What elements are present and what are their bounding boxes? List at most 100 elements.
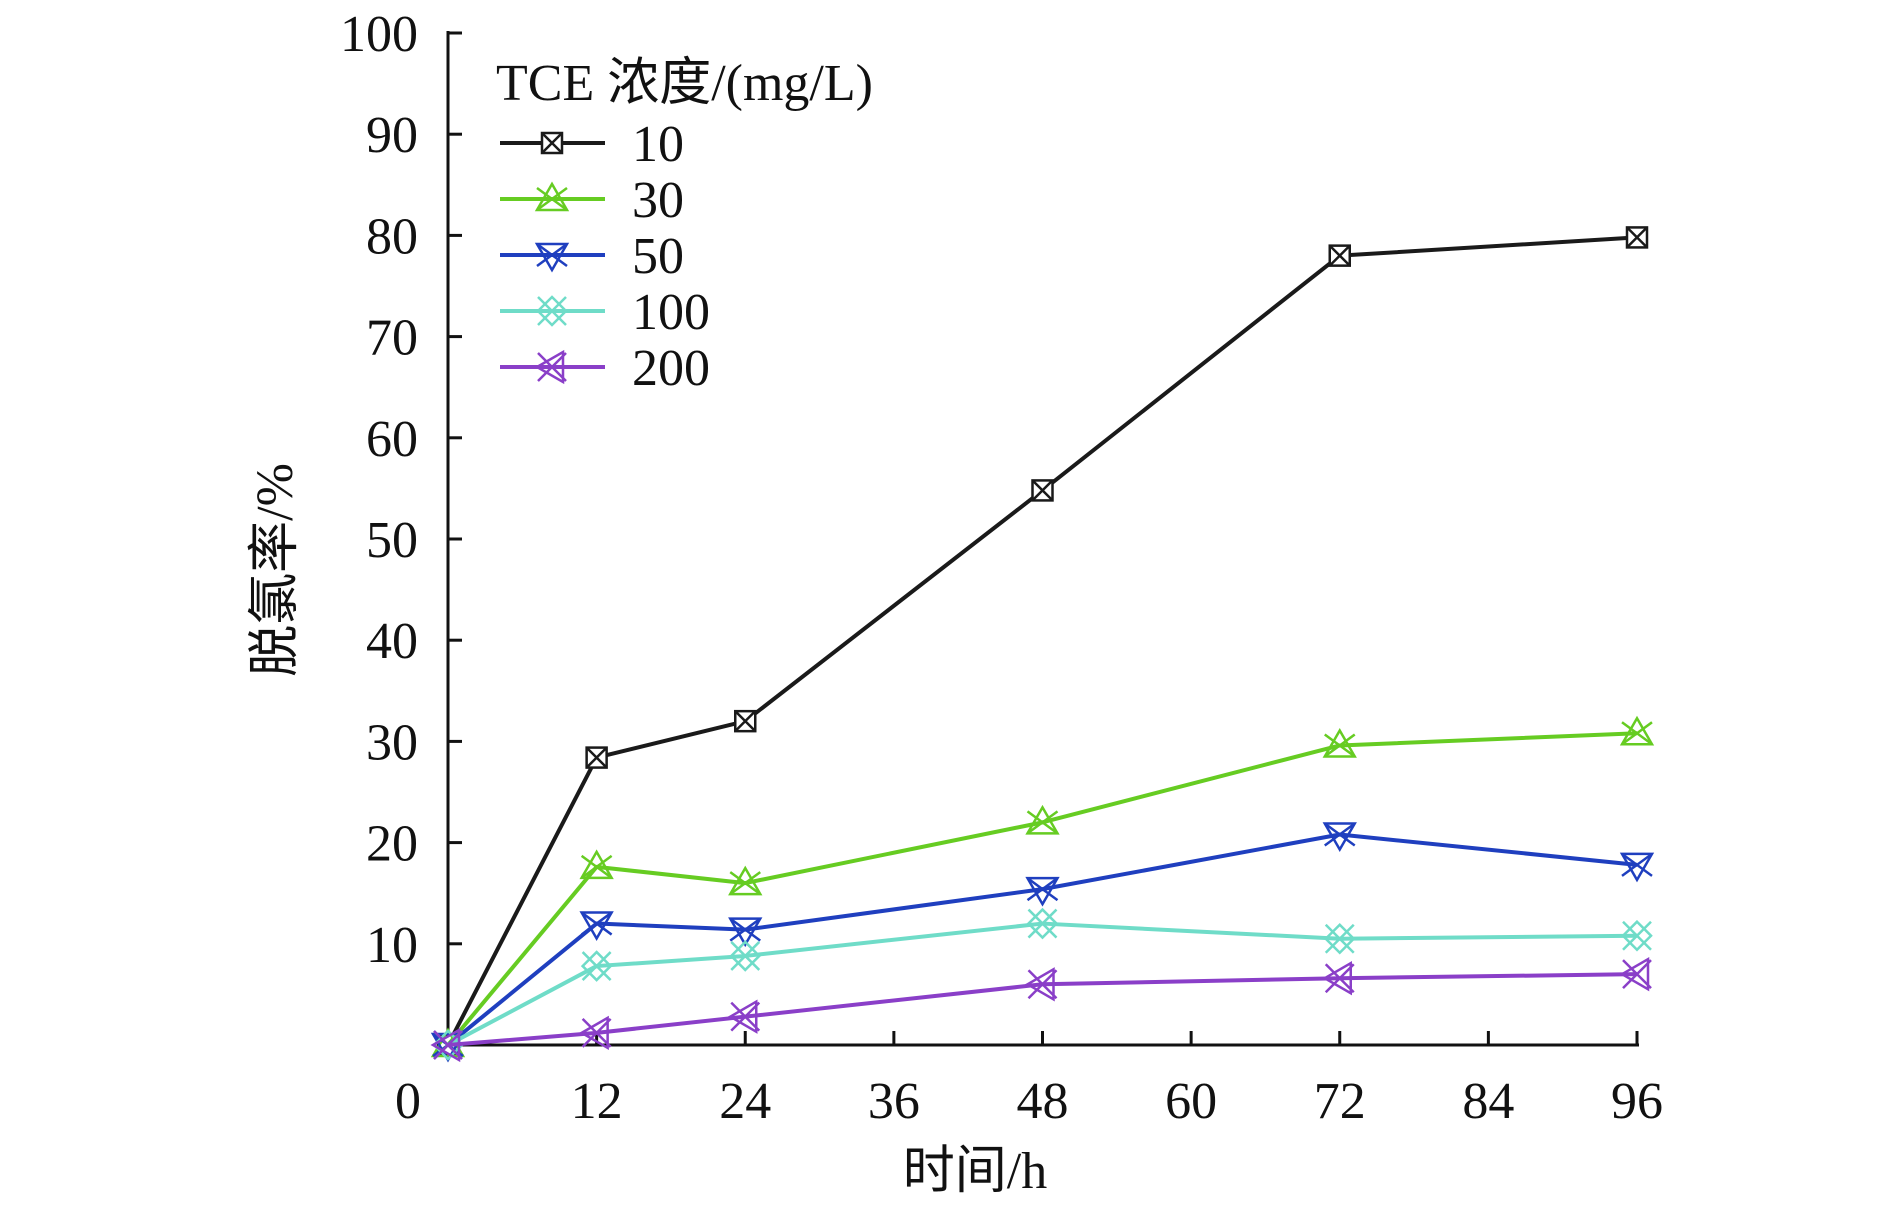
marker-cross — [1027, 908, 1058, 939]
data-point-100-96 — [1621, 919, 1653, 952]
marker-triangle — [727, 999, 758, 1034]
marker-diamond — [1621, 919, 1653, 952]
data-point-200-12 — [579, 1015, 612, 1051]
marker-cross — [537, 296, 567, 326]
marker-cross — [585, 746, 608, 769]
marker-cross — [1324, 733, 1356, 758]
marker-cross — [1622, 920, 1652, 951]
x-tick-label: 72 — [1314, 1073, 1366, 1130]
y-tick-label: 80 — [366, 208, 418, 265]
marker-cross — [1324, 923, 1355, 954]
x-tick-label: 48 — [1017, 1073, 1069, 1130]
y-tick-label: 30 — [366, 714, 418, 771]
marker-triangle — [534, 349, 565, 385]
marker-diamond — [536, 295, 568, 327]
marker-cross — [581, 1017, 612, 1048]
data-point-200-72 — [1322, 961, 1355, 996]
data-point-50-24 — [728, 917, 763, 948]
data-point-10-12 — [585, 746, 608, 769]
marker-triangle — [1025, 804, 1060, 835]
data-point-50-48 — [1025, 876, 1060, 907]
legend-entry-50: 50 — [500, 228, 684, 285]
data-point-200-0 — [430, 1027, 463, 1063]
x-tick-label: 0 — [395, 1073, 421, 1130]
x-axis-title: 时间/h — [903, 1143, 1047, 1200]
data-point-50-72 — [1322, 822, 1357, 853]
legend-marker — [534, 349, 567, 385]
legend-entry-100: 100 — [500, 284, 710, 341]
marker-triangle — [1322, 961, 1352, 996]
series-100 — [432, 907, 1653, 1061]
legend-entry-10: 10 — [500, 116, 684, 173]
marker-cross — [734, 710, 757, 733]
data-point-100-72 — [1323, 922, 1356, 955]
marker-triangle — [579, 911, 614, 942]
y-tick-label: 10 — [366, 917, 418, 974]
y-tick-label: 40 — [366, 613, 418, 670]
data-point-10-24 — [734, 709, 757, 733]
data-point-100-48 — [1026, 907, 1059, 940]
data-point-30-48 — [1025, 804, 1060, 835]
axes: 0 12 24 36 48 60 72 84 96 10 20 30 40 50 60 70 80 90 100 — [340, 6, 1663, 1130]
legend-title: TCE 浓度/(mg/L) — [496, 55, 873, 112]
legend-marker — [534, 181, 570, 212]
marker-triangle — [728, 865, 763, 896]
marker-cross — [1324, 822, 1356, 847]
marker-cross — [1626, 226, 1648, 249]
legend-entry-200: 200 — [500, 340, 710, 397]
marker-cross — [580, 911, 613, 936]
data-point-10-72 — [1328, 244, 1351, 267]
marker-triangle — [430, 1027, 461, 1063]
marker-triangle — [579, 849, 614, 880]
marker-cross — [730, 941, 761, 971]
x-tick-label: 24 — [719, 1073, 771, 1130]
marker-cross — [1031, 479, 1054, 502]
marker-cross — [1026, 877, 1059, 902]
data-point-100-24 — [729, 940, 762, 972]
marker-triangle — [430, 1032, 466, 1063]
y-tick-label: 100 — [340, 6, 418, 63]
data-point-10-48 — [1031, 479, 1054, 502]
data-point-50-12 — [579, 911, 614, 942]
marker-triangle — [1322, 727, 1357, 758]
marker-triangle — [1024, 967, 1055, 1002]
data-point-30-24 — [728, 865, 763, 896]
marker-cross — [1622, 959, 1652, 990]
x-tick-label: 96 — [1611, 1073, 1663, 1130]
legend-marker — [536, 295, 568, 327]
marker-triangle — [1322, 822, 1357, 853]
series-line-100 — [447, 921, 1638, 1047]
marker-triangle — [1619, 956, 1650, 992]
marker-cross — [729, 871, 761, 896]
legend-label: 50 — [632, 228, 684, 285]
marker-triangle — [1025, 876, 1060, 907]
marker-cross — [1621, 852, 1653, 877]
series-line-200 — [447, 972, 1638, 1047]
x-tick-label: 84 — [1462, 1073, 1514, 1130]
series-layer — [430, 226, 1655, 1063]
marker-diamond — [1026, 907, 1059, 940]
series-line-50 — [446, 832, 1638, 1047]
legend-label: 10 — [632, 116, 684, 173]
y-tick-label: 70 — [366, 310, 418, 367]
marker-triangle — [534, 242, 570, 273]
marker-triangle — [1619, 852, 1655, 883]
marker-triangle — [534, 181, 570, 212]
legend-label: 30 — [632, 172, 684, 229]
marker-cross — [581, 951, 612, 981]
y-tick-label: 90 — [366, 107, 418, 164]
data-point-50-96 — [1619, 852, 1655, 883]
series-50 — [430, 822, 1655, 1063]
series-line-30 — [446, 731, 1638, 1047]
legend-label: 100 — [632, 284, 710, 341]
marker-cross — [1026, 810, 1059, 835]
legend-entry-30: 30 — [500, 172, 684, 229]
marker-cross — [1328, 244, 1351, 267]
marker-cross — [536, 242, 568, 268]
marker-cross — [1324, 963, 1355, 994]
marker-cross — [730, 1001, 761, 1032]
marker-triangle — [1619, 715, 1655, 746]
legend-marker — [534, 242, 570, 273]
